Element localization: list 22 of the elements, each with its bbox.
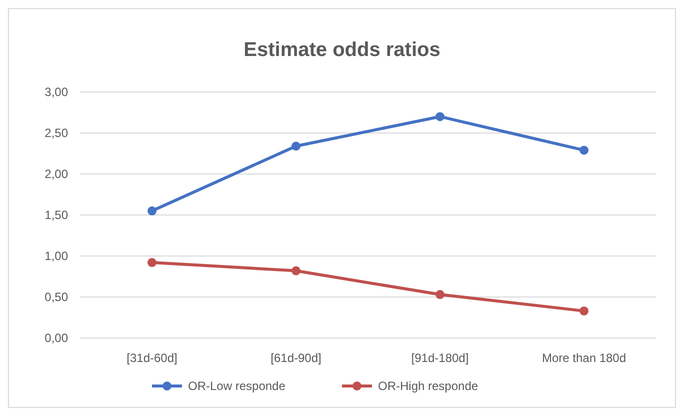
legend-label: OR-Low responde xyxy=(188,379,286,394)
chart-title: Estimate odds ratios xyxy=(244,39,440,61)
point xyxy=(436,290,444,300)
y-tick-label: 1,00 xyxy=(44,249,68,264)
x-tick-label: [91d-180d] xyxy=(411,351,469,365)
x-tick-label: More than 180d xyxy=(542,351,626,365)
point xyxy=(292,266,300,276)
point xyxy=(148,206,156,216)
y-tick-label: 1,50 xyxy=(44,208,68,222)
point xyxy=(580,306,588,316)
y-tick-label: 2,00 xyxy=(44,167,68,182)
y-tick-label: 2,50 xyxy=(44,126,68,140)
point xyxy=(292,142,300,151)
legend-label: OR-High responde xyxy=(378,379,478,394)
y-tick-label: 3,00 xyxy=(44,85,68,100)
point xyxy=(580,146,588,155)
y-tick-label: 0,50 xyxy=(44,290,68,304)
x-tick-label: [31d-60d] xyxy=(126,351,178,365)
point xyxy=(436,112,444,122)
x-tick-label: [61d-90d] xyxy=(270,351,322,365)
point xyxy=(148,258,156,268)
y-tick-label: 0,00 xyxy=(44,331,68,346)
